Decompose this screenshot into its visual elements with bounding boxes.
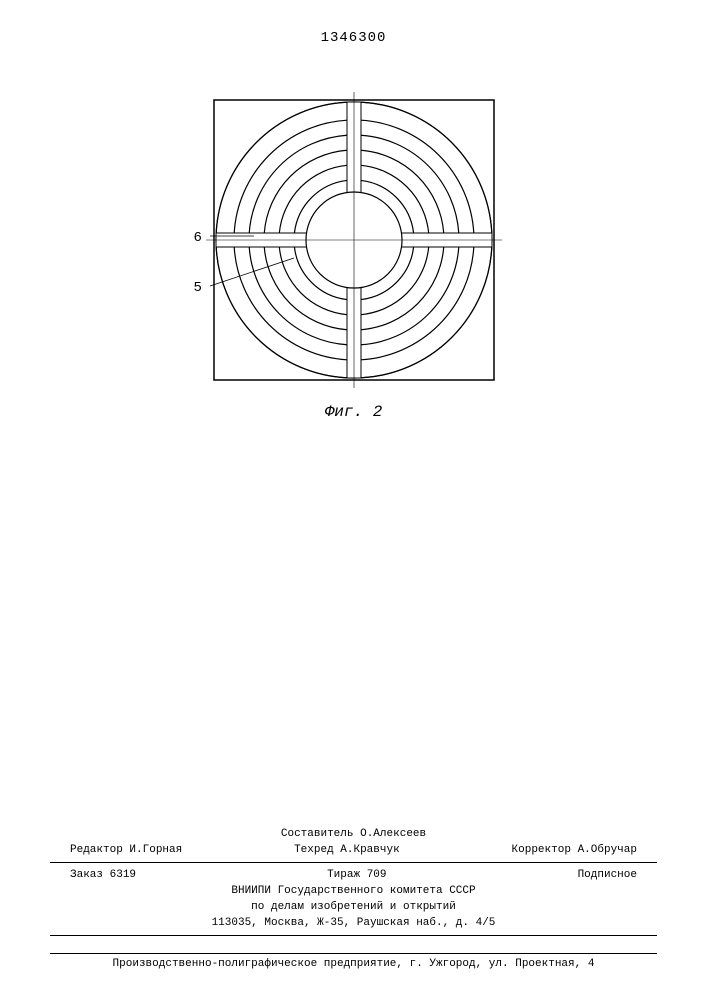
corrector-cell: Корректор А.Обручар [512, 844, 637, 856]
callout-5: 5 [194, 280, 202, 296]
callout-6: 6 [194, 230, 202, 246]
divider-2 [50, 935, 657, 936]
editor-label: Редактор [70, 844, 123, 856]
figure-label: Фиг. 2 [194, 403, 514, 421]
footer-block: Составитель О.Алексеев Редактор И.Горная… [50, 826, 657, 940]
org-line-2: по делам изобретений и открытий [50, 899, 657, 915]
compiler-label: Составитель [281, 828, 354, 840]
subscription-cell: Подписное [578, 869, 637, 881]
figure-diagram [194, 90, 514, 390]
tirage-label: Тираж [327, 869, 360, 881]
tirage-number: 709 [367, 869, 387, 881]
tehred-name: А.Кравчук [340, 844, 399, 856]
order-label: Заказ [70, 869, 103, 881]
credits-row: Редактор И.Горная Техред А.Кравчук Корре… [50, 842, 657, 858]
tehred-cell: Техред А.Кравчук [294, 844, 400, 856]
figure-container: Фиг. 2 6 5 [194, 90, 514, 421]
compiler-name: О.Алексеев [360, 828, 426, 840]
corrector-label: Корректор [512, 844, 571, 856]
order-row: Заказ 6319 Тираж 709 Подписное [50, 867, 657, 883]
compiler-line: Составитель О.Алексеев [50, 826, 657, 842]
order-cell: Заказ 6319 [70, 869, 136, 881]
page-number: 1346300 [321, 30, 387, 46]
tehred-label: Техред [294, 844, 334, 856]
address-line: 113035, Москва, Ж-35, Раушская наб., д. … [50, 915, 657, 931]
org-line-1: ВНИИПИ Государственного комитета СССР [50, 883, 657, 899]
order-number: 6319 [110, 869, 136, 881]
printer-line: Производственно-полиграфическое предприя… [50, 953, 657, 970]
corrector-name: А.Обручар [578, 844, 637, 856]
editor-name: И.Горная [129, 844, 182, 856]
editor-cell: Редактор И.Горная [70, 844, 182, 856]
divider-1 [50, 862, 657, 863]
tirage-cell: Тираж 709 [327, 869, 386, 881]
